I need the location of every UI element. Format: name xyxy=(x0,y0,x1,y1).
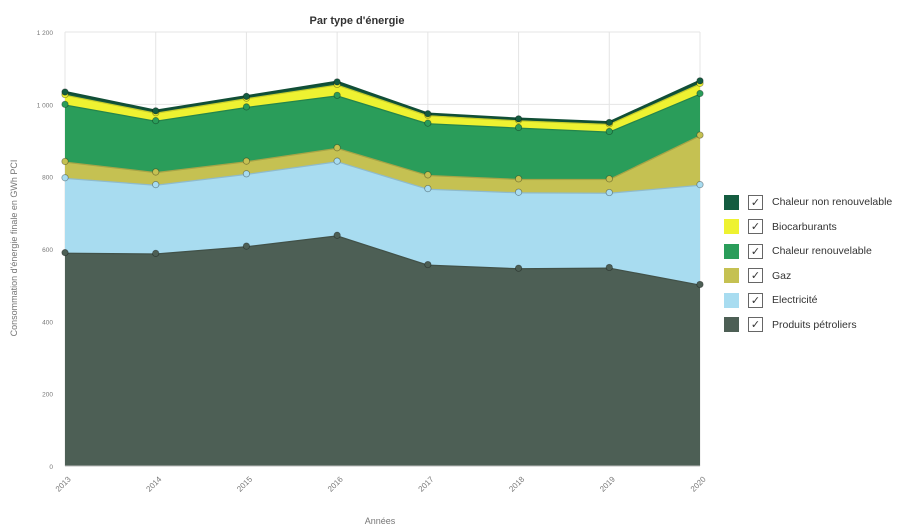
y-tick-label: 1 000 xyxy=(37,102,54,109)
point-chaleur-renouvelable xyxy=(333,91,341,99)
point-chaleur-non-renouvelable xyxy=(333,78,341,86)
x-axis-title: Années xyxy=(365,516,396,526)
areas xyxy=(64,79,701,466)
y-axis-title: Consommation d'énergie finale en GWh PCI xyxy=(9,160,19,337)
point-chaleur-renouvelable xyxy=(152,117,160,125)
legend-label: Chaleur renouvelable xyxy=(772,245,872,258)
chart-legend: ✓ Chaleur non renouvelable ✓ Biocarburants ✓… xyxy=(724,190,892,337)
point-chaleur-non-renouvelable xyxy=(514,115,523,123)
legend-label: Biocarburants xyxy=(772,220,837,233)
point-gaz xyxy=(242,157,251,165)
point-produits-petroliers xyxy=(696,280,704,289)
point-chaleur-renouvelable xyxy=(61,100,69,108)
y-tick-label: 800 xyxy=(42,175,53,182)
point-gaz xyxy=(696,131,704,139)
point-chaleur-non-renouvelable xyxy=(242,92,251,100)
series-line-chaleur-non-renouvelable xyxy=(64,79,701,124)
point-chaleur-renouvelable xyxy=(605,127,613,136)
legend-swatch xyxy=(724,317,739,333)
legend-checkbox[interactable]: ✓ xyxy=(748,292,763,308)
chart-title: Par type d'énergie xyxy=(310,15,405,27)
legend-checkbox[interactable]: ✓ xyxy=(748,317,763,333)
legend-label: Electricité xyxy=(772,294,818,307)
point-chaleur-renouvelable xyxy=(424,119,432,127)
area-electricite xyxy=(65,161,700,285)
legend-checkbox[interactable]: ✓ xyxy=(748,194,763,210)
point-electricite xyxy=(242,170,251,178)
y-tick-label: 600 xyxy=(42,247,53,254)
legend-item[interactable]: ✓ Gaz xyxy=(724,264,892,289)
point-chaleur-renouvelable xyxy=(514,123,523,132)
legend-swatch xyxy=(724,219,739,235)
legend-checkbox[interactable]: ✓ xyxy=(748,268,763,284)
point-chaleur-non-renouvelable xyxy=(152,107,160,115)
x-tick-label: 2016 xyxy=(326,474,345,493)
legend-item[interactable]: ✓ Electricité xyxy=(724,288,892,313)
y-tick-label: 200 xyxy=(42,392,53,399)
point-electricite xyxy=(424,185,432,193)
point-gaz xyxy=(424,171,432,179)
legend-label: Gaz xyxy=(772,269,792,282)
point-electricite xyxy=(61,174,69,182)
legend-item[interactable]: ✓ Chaleur non renouvelable xyxy=(724,190,892,215)
point-produits-petroliers xyxy=(242,242,251,250)
markers xyxy=(61,77,704,289)
y-tick-label: 1 200 xyxy=(37,30,54,37)
point-electricite xyxy=(696,181,704,189)
point-produits-petroliers xyxy=(514,264,523,272)
point-produits-petroliers xyxy=(605,263,613,272)
legend-swatch xyxy=(724,243,739,259)
x-tick-label: 2018 xyxy=(507,474,526,493)
point-gaz xyxy=(605,175,613,183)
area-produits-petroliers xyxy=(65,235,700,466)
legend-swatch xyxy=(724,268,739,284)
legend-swatch xyxy=(724,292,739,308)
x-tick-label: 2014 xyxy=(144,474,163,493)
point-gaz xyxy=(333,144,341,152)
point-chaleur-non-renouvelable xyxy=(605,118,613,127)
x-tick-label: 2013 xyxy=(54,474,73,493)
area-biocarburants xyxy=(65,83,700,132)
x-tick-label: 2020 xyxy=(689,474,708,493)
legend-swatch xyxy=(724,194,739,210)
legend-checkbox[interactable]: ✓ xyxy=(748,243,763,259)
point-electricite xyxy=(333,157,341,165)
point-produits-petroliers xyxy=(333,231,341,239)
point-gaz xyxy=(61,157,69,166)
legend-label: Produits pétroliers xyxy=(772,318,857,331)
legend-item[interactable]: ✓ Chaleur renouvelable xyxy=(724,239,892,264)
point-produits-petroliers xyxy=(61,249,69,257)
point-chaleur-non-renouvelable xyxy=(61,88,69,96)
point-produits-petroliers xyxy=(424,260,432,269)
legend-label: Chaleur non renouvelable xyxy=(772,196,893,209)
point-produits-petroliers xyxy=(152,249,160,257)
x-tick-label: 2019 xyxy=(598,474,617,493)
point-electricite xyxy=(152,181,160,189)
legend-item[interactable]: ✓ Produits pétroliers xyxy=(724,313,892,338)
y-tick-label: 0 xyxy=(49,464,53,471)
x-tick-label: 2015 xyxy=(235,474,254,493)
point-electricite xyxy=(605,188,613,197)
point-gaz xyxy=(514,175,523,183)
y-tick-label: 400 xyxy=(42,319,53,326)
point-chaleur-renouvelable xyxy=(696,89,704,98)
x-tick-label: 2017 xyxy=(417,474,436,493)
point-chaleur-non-renouvelable xyxy=(696,77,704,85)
point-gaz xyxy=(152,168,160,176)
point-chaleur-non-renouvelable xyxy=(424,110,432,118)
area-chaleur-renouvelable xyxy=(65,93,700,179)
area-gaz xyxy=(65,135,700,193)
point-electricite xyxy=(514,188,523,196)
legend-item[interactable]: ✓ Biocarburants xyxy=(724,215,892,240)
legend-checkbox[interactable]: ✓ xyxy=(748,219,763,235)
point-chaleur-renouvelable xyxy=(242,103,251,111)
